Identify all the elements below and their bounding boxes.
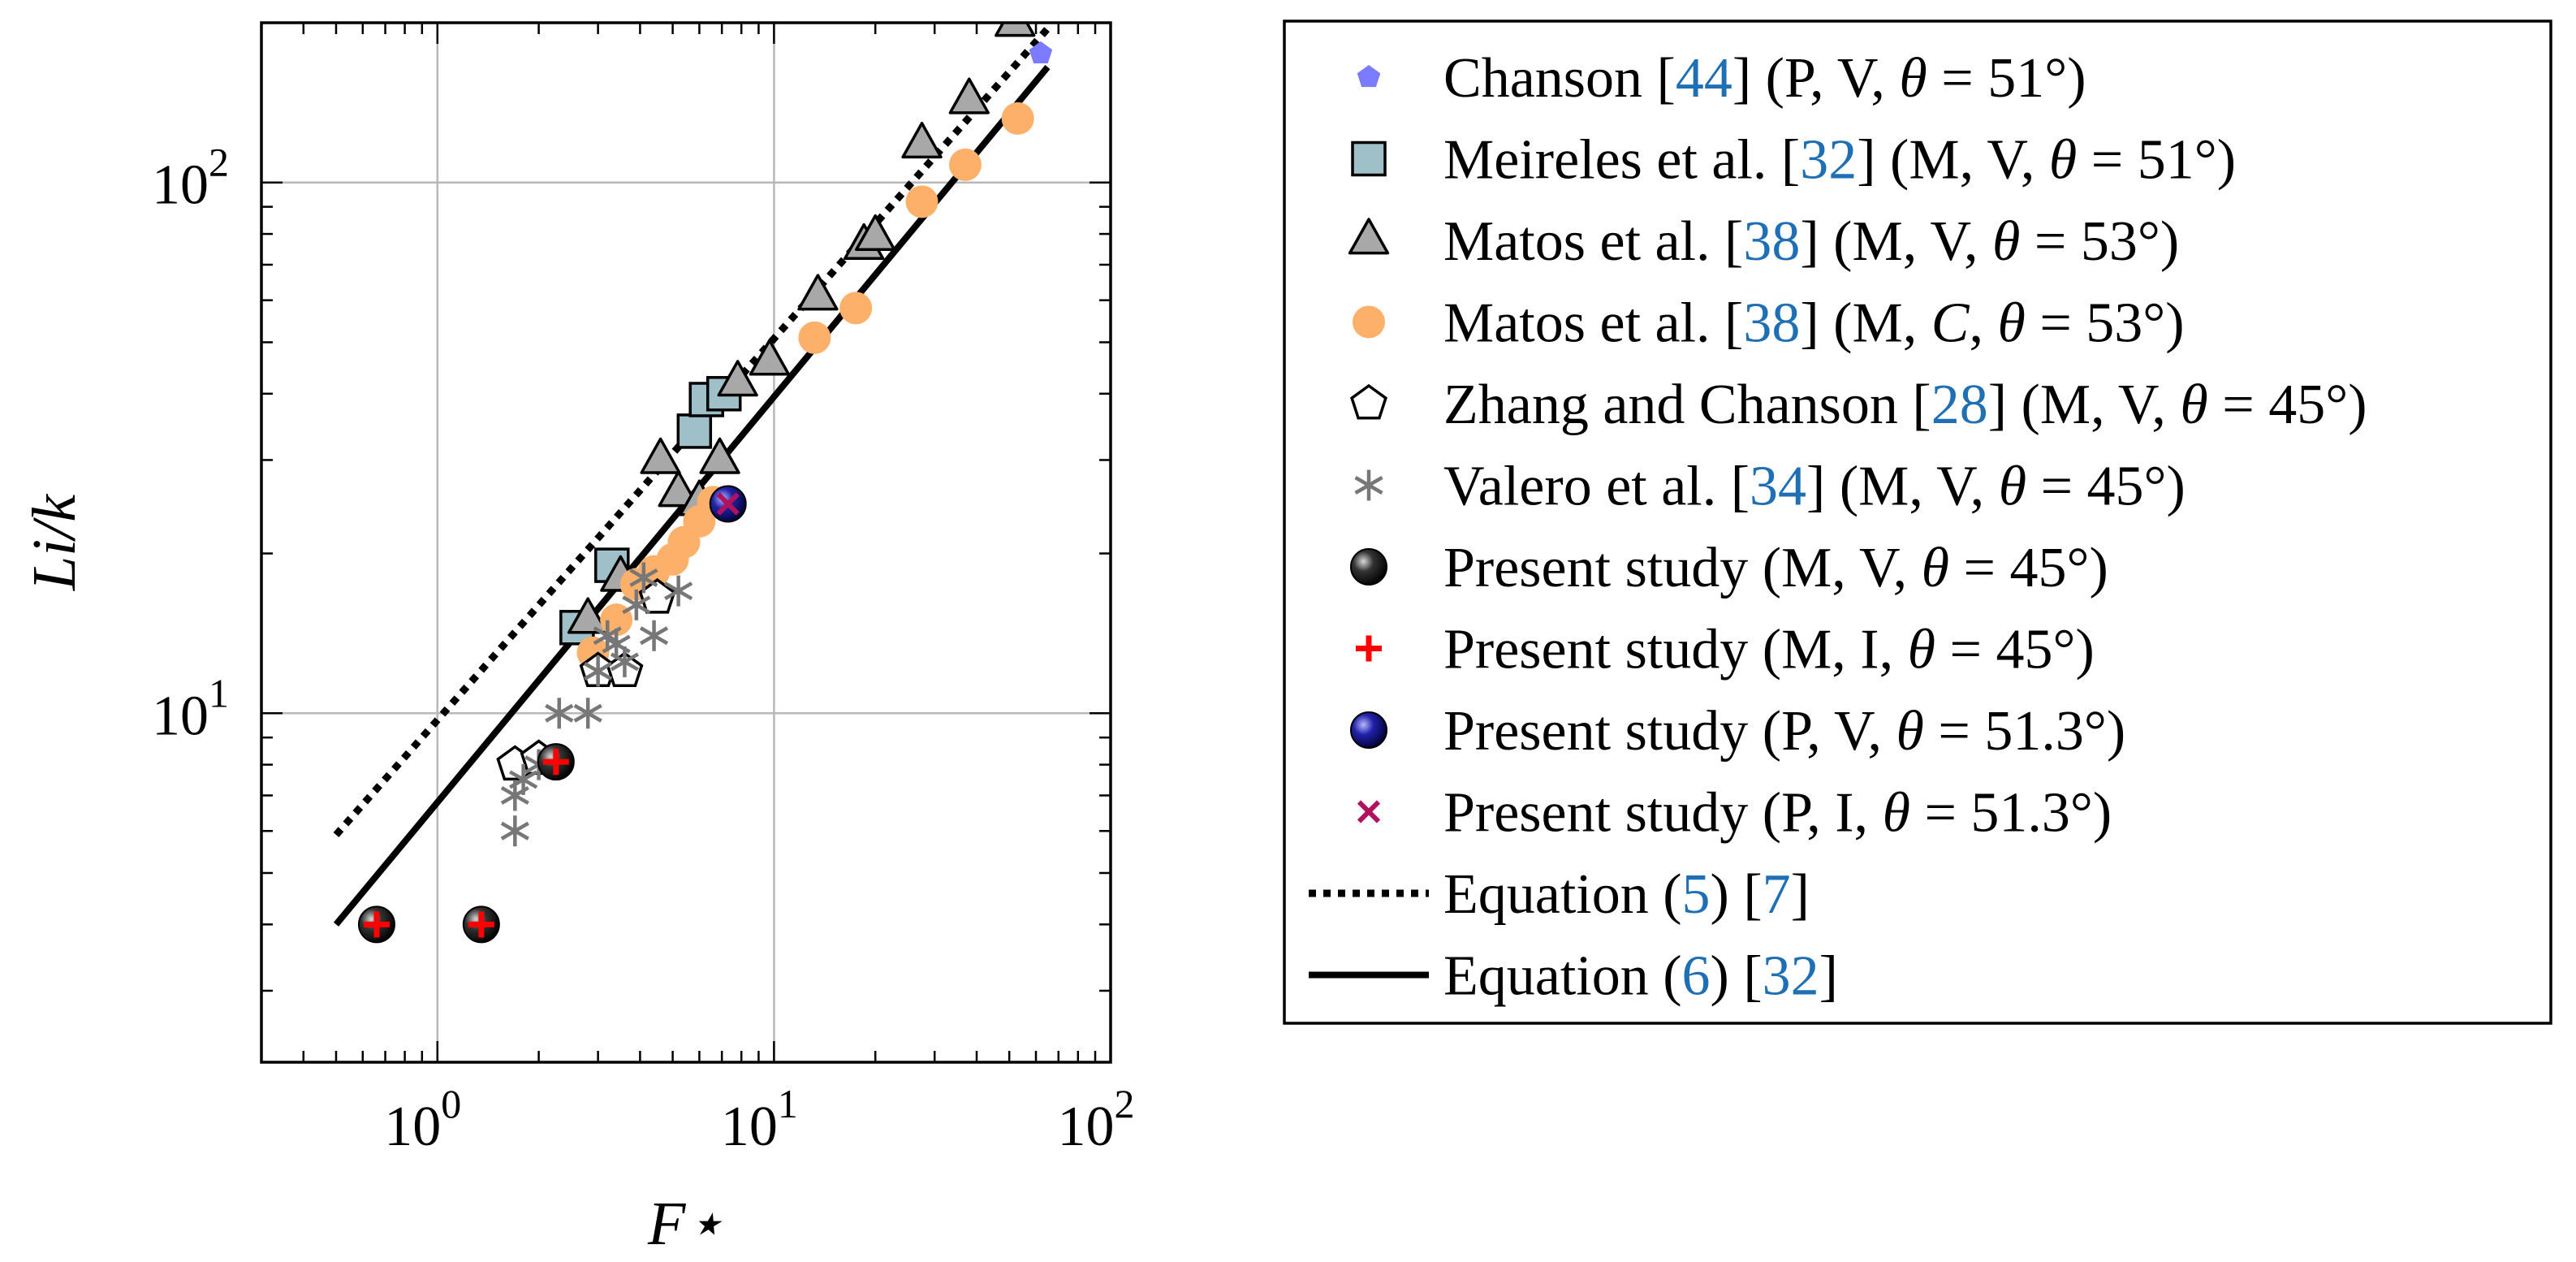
matos38v-point [699, 437, 740, 474]
matos38v-point [717, 360, 758, 397]
legend-symbol [1353, 305, 1385, 339]
legend-item-matos38v: Matos et al. [38] (M, V, θ = 53°) [1348, 210, 2179, 273]
y-tick-label: 101 [152, 670, 229, 747]
legend-symbol [1356, 635, 1382, 662]
legend-label: Matos et al. [38] (M, C, θ = 53°) [1443, 292, 2185, 355]
plot-area: 100 101 102 101 102 [152, 21, 1135, 1158]
valero34-point [622, 589, 651, 620]
eq5-line [333, 26, 1051, 837]
legend-symbol [1357, 800, 1381, 823]
present_mi-point [542, 749, 569, 776]
valero34-point [629, 562, 658, 594]
legend-symbol [1351, 140, 1387, 177]
legend-label: Zhang and Chanson [28] (M, V, θ = 45°) [1443, 374, 2367, 436]
valero34-point [584, 655, 613, 687]
matos38v-point [948, 77, 990, 115]
axis-labels: F⋆ Li/k [20, 494, 724, 1258]
present_mi-point [468, 911, 494, 938]
legend-item-present_mv: Present study (M, V, θ = 45°) [1350, 537, 2108, 599]
matos38c-point [798, 321, 831, 354]
y-axis-label: Li/k [20, 494, 88, 591]
present_pi-point [716, 492, 740, 516]
matos38c-point [948, 148, 982, 181]
legend-item-matos38c: Matos et al. [38] (M, C, θ = 53°) [1353, 292, 2185, 355]
y-tick-label: 102 [152, 140, 229, 217]
matos38v-point [749, 339, 791, 376]
legend-symbol [1357, 65, 1381, 88]
legend-box [1283, 19, 2552, 1025]
tick-labels: 100 101 102 101 102 [152, 140, 1135, 1158]
legend-item-present_mi: Present study (M, I, θ = 45°) [1356, 619, 2095, 681]
valero34-point [610, 646, 640, 677]
present_mi-point [363, 911, 390, 938]
legend-item-valero34: Valero et al. [34] (M, V, θ = 45°) [1354, 456, 2186, 518]
valero34-point [664, 575, 693, 607]
matos38v-point [901, 122, 943, 159]
legend-label: Valero et al. [34] (M, V, θ = 45°) [1443, 456, 2186, 518]
present_pi-series [716, 492, 740, 516]
legend-label: Present study (P, V, θ = 51.3°) [1443, 700, 2125, 763]
matos38v-point [855, 214, 896, 251]
legend-item-present_pv: Present study (P, V, θ = 51.3°) [1350, 700, 2125, 763]
legend-label: Present study (M, I, θ = 45°) [1443, 619, 2095, 681]
legend-item-zhang28: Zhang and Chanson [28] (M, V, θ = 45°) [1350, 374, 2367, 436]
matos38c-point [1001, 102, 1034, 135]
matos38v-point [567, 597, 609, 634]
legend-symbol [1348, 218, 1390, 255]
valero34-series [500, 562, 693, 847]
valero34-point [500, 815, 529, 847]
matos38v-point [658, 470, 699, 508]
chanson44-point [1029, 41, 1053, 63]
legend-label: Equation (5) [7] [1443, 863, 1810, 926]
legend-symbol [1350, 548, 1387, 586]
legend-item-present_pi: Present study (P, I, θ = 51.3°) [1357, 782, 2112, 845]
x-tick-label: 100 [384, 1081, 461, 1158]
legend-item-eq5: Equation (5) [7] [1309, 863, 1810, 926]
legend-item-eq6: Equation (6) [32] [1309, 945, 1838, 1008]
data-layer [333, 23, 1053, 944]
matos38c-point [905, 185, 938, 218]
valero34-point [545, 698, 574, 729]
legend-item-chanson44: Chanson [44] (P, V, θ = 51°) [1357, 47, 2086, 110]
x-axis-label: F⋆ [647, 1190, 724, 1258]
legend-label: Meireles et al. [32] (M, V, θ = 51°) [1443, 129, 2236, 192]
matos38v-point [797, 274, 839, 311]
legend-label: Matos et al. [38] (M, V, θ = 53°) [1443, 210, 2179, 273]
legend: Chanson [44] (P, V, θ = 51°) Meireles et … [1283, 19, 2552, 1025]
matos38v-series [567, 23, 1036, 634]
axis-frame [260, 21, 1112, 1064]
x-tick-label: 102 [1058, 1081, 1135, 1158]
valero34-point [573, 698, 602, 729]
legend-item-meireles32: Meireles et al. [32] (M, V, θ = 51°) [1351, 129, 2236, 192]
matos38v-point [640, 437, 681, 474]
legend-symbol [1350, 711, 1387, 749]
legend-label: Present study (P, I, θ = 51.3°) [1443, 782, 2112, 845]
legend-label: Equation (6) [32] [1443, 945, 1838, 1008]
valero34-point [509, 763, 538, 795]
present_mv-series [357, 743, 575, 944]
x-tick-label: 101 [721, 1081, 798, 1158]
valero34-point [639, 620, 669, 651]
legend-symbol [1350, 383, 1387, 420]
legend-symbol [1354, 469, 1383, 501]
chanson44-series [1029, 41, 1053, 63]
legend-label: Chanson [44] (P, V, θ = 51°) [1443, 47, 2086, 110]
matos38c-point [839, 292, 873, 325]
legend-label: Present study (M, V, θ = 45°) [1443, 537, 2108, 599]
matos38v-point [995, 23, 1036, 37]
meireles32-point [676, 413, 713, 449]
present_mi-series [363, 749, 569, 938]
